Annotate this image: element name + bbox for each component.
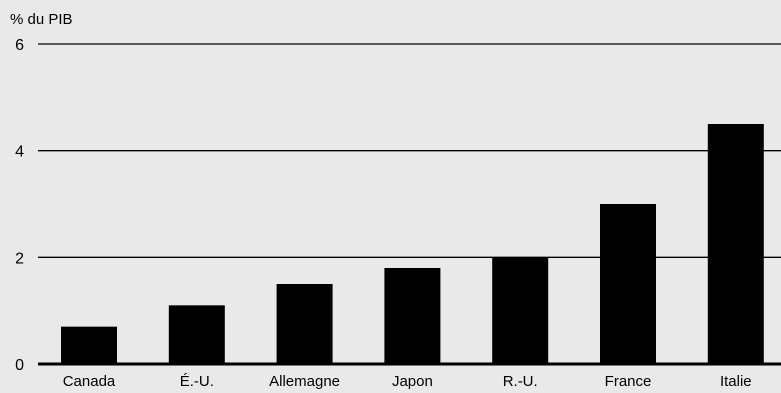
gridlines: [38, 43, 781, 258]
bar-0: [61, 326, 117, 364]
bars: [61, 124, 764, 364]
y-axis-label: % du PIB: [10, 11, 73, 28]
y-tick-label: 0: [15, 357, 24, 374]
y-tick-label: 2: [15, 250, 24, 267]
bar-4: [492, 257, 549, 364]
x-tick-label: É.-U.: [180, 373, 214, 390]
x-tick-label: R.-U.: [503, 373, 538, 390]
y-tick-label: 6: [15, 37, 24, 54]
x-tick-label: Italie: [720, 373, 752, 390]
x-tick-label: France: [605, 373, 652, 390]
bar-5: [600, 204, 656, 364]
bar-6: [707, 124, 764, 364]
bar-2: [276, 284, 333, 364]
y-tick-label: 4: [15, 144, 24, 161]
x-tick-label: Allemagne: [269, 373, 340, 390]
bar-3: [384, 268, 441, 364]
bar-1: [168, 305, 225, 364]
x-axis-labels: Canada É.-U. Allemagne Japon R.-U. France Ital…: [63, 373, 752, 390]
y-axis-ticks: 0 2 4 6: [15, 37, 24, 374]
x-tick-label: Canada: [63, 373, 116, 390]
x-tick-label: Japon: [392, 373, 433, 390]
